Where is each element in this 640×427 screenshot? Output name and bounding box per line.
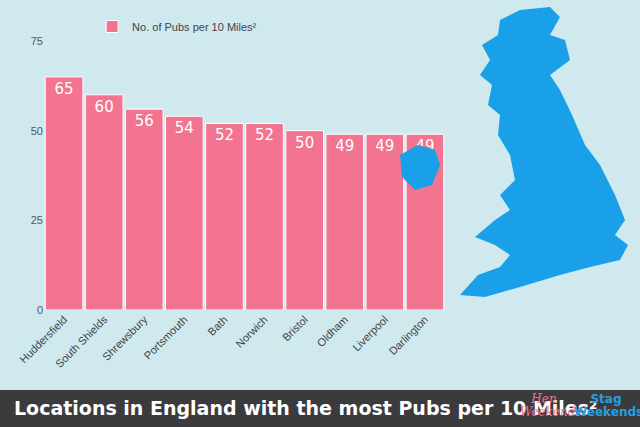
svg-text:Shrewsbury: Shrewsbury (100, 313, 150, 363)
svg-text:49: 49 (415, 137, 434, 155)
svg-text:0: 0 (37, 304, 43, 316)
svg-text:65: 65 (55, 80, 74, 98)
svg-text:49: 49 (335, 137, 354, 155)
svg-text:75: 75 (31, 35, 43, 47)
svg-text:Bristol: Bristol (280, 313, 310, 343)
html-text:Locations in England with the: Locations in England with the most Pubs … (14, 397, 598, 419)
svg-text:54: 54 (175, 119, 194, 137)
svg-text:49: 49 (375, 137, 394, 155)
svg-text:56: 56 (135, 112, 154, 130)
svg-text:Bath: Bath (205, 313, 229, 337)
svg-text:Liverpool: Liverpool (350, 313, 390, 353)
svg-text:Norwich: Norwich (233, 313, 270, 350)
svg-text:Darlington: Darlington (386, 313, 430, 357)
svg-text:No. of Pubs per 10 Miles²: No. of Pubs per 10 Miles² (132, 21, 256, 33)
svg-text:52: 52 (255, 126, 274, 144)
svg-text:60: 60 (95, 98, 114, 116)
svg-text:Portsmouth: Portsmouth (141, 313, 189, 361)
svg-text:52: 52 (215, 126, 234, 144)
html-text:Hen Weekends: Hen Weekends (520, 392, 582, 419)
svg-text:50: 50 (31, 125, 43, 137)
svg-text:25: 25 (31, 214, 43, 226)
svg-text:Oldham: Oldham (314, 313, 350, 349)
svg-text:Huddersfield: Huddersfield (17, 313, 69, 365)
svg-text:50: 50 (295, 134, 314, 152)
svg-text:South Shields: South Shields (53, 313, 110, 370)
